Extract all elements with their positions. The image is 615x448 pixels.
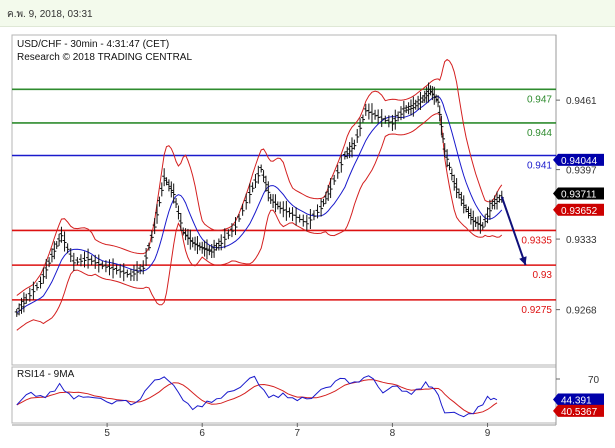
rsi-panel-frame — [11, 366, 557, 424]
price-tick-label-0.9397: 0.9397 — [566, 166, 597, 177]
x-tick-label-5: 5 — [104, 428, 110, 439]
rsi-tag-40.5367-text: 40.5367 — [561, 407, 598, 418]
level-label-0.941: 0.941 — [527, 160, 552, 171]
rsi-tag-40.5367-pointer — [553, 404, 558, 417]
level-label-0.944: 0.944 — [527, 128, 552, 139]
price-tick-label-0.9461: 0.9461 — [566, 96, 597, 107]
header-bar: ค.พ. 9, 2018, 03:31 — [0, 0, 615, 27]
x-tick-label-7: 7 — [295, 428, 301, 439]
x-tick-label-9: 9 — [485, 428, 491, 439]
level-label-0.93: 0.93 — [533, 270, 553, 281]
price-tick-label-0.9268: 0.9268 — [566, 306, 597, 317]
price-tick-label-0.9333: 0.9333 — [566, 235, 597, 246]
price-tag-0.93711-bg — [558, 187, 604, 200]
forecast-layer — [500, 196, 527, 266]
x-tick-label-8: 8 — [390, 428, 396, 439]
forecast-arrow-line — [500, 196, 527, 266]
rsi-tag-40.5367-bg — [558, 404, 604, 417]
price-tag-0.93711-text: 0.93711 — [561, 189, 597, 200]
bollinger-upper-band — [16, 58, 503, 296]
chart-research-credit: Research © 2018 TRADING CENTRAL — [17, 52, 192, 63]
bollinger-lower-band — [16, 113, 503, 331]
chart-instrument-title: USD/CHF - 30min - 4:31:47 (CET) — [17, 39, 169, 50]
price-tag-0.94044-text: 0.94044 — [561, 156, 598, 167]
rsi-tag-44.391-pointer — [553, 393, 558, 406]
price-tag-0.93711-pointer — [553, 187, 558, 200]
rsi-panel-label: RSI14 - 9MA — [17, 369, 75, 380]
rsi-line — [16, 375, 498, 418]
rsi-layer — [16, 375, 498, 418]
level-label-0.947: 0.947 — [527, 94, 552, 105]
price-series — [14, 82, 504, 317]
rsi-tick-label-70: 70 — [588, 375, 600, 386]
x-tick-label-6: 6 — [199, 428, 205, 439]
price-tag-0.94044-bg — [558, 153, 604, 166]
rsi-tag-44.391-text: 44.391 — [561, 395, 592, 406]
price-tag-0.94044-pointer — [553, 153, 558, 166]
forecast-arrow-head — [519, 256, 527, 266]
rsi-moving-average — [16, 379, 498, 415]
header-datetime: ค.พ. 9, 2018, 03:31 — [7, 9, 93, 20]
price-tag-0.93652-pointer — [553, 203, 558, 216]
level-label-0.9275: 0.9275 — [521, 305, 552, 316]
price-tag-0.93652-bg — [558, 203, 604, 216]
rsi-tag-44.391-bg — [558, 393, 604, 406]
level-label-0.9335: 0.9335 — [521, 235, 552, 246]
price-tag-0.93652-text: 0.93652 — [561, 206, 598, 217]
price-panel-frame — [11, 34, 557, 366]
